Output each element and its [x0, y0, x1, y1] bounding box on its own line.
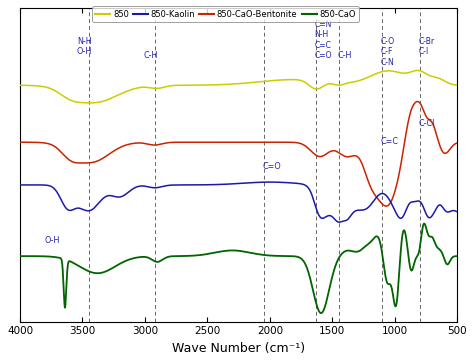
Text: C-O
C-F
C-N: C-O C-F C-N: [381, 37, 395, 67]
Legend: 850, 850-Kaolin, 850-CaO-Bentonite, 850-CaO: 850, 850-Kaolin, 850-CaO-Bentonite, 850-…: [92, 6, 359, 22]
X-axis label: Wave Number (cm⁻¹): Wave Number (cm⁻¹): [172, 342, 305, 355]
Text: C-Br
C-I: C-Br C-I: [418, 37, 434, 56]
Text: N-H
O-H: N-H O-H: [76, 37, 92, 56]
Text: C=C: C=C: [381, 136, 399, 146]
Text: C=O: C=O: [262, 162, 281, 171]
Text: C-H: C-H: [337, 51, 351, 60]
Text: C=N
N-H
C=C
C=O: C=N N-H C=C C=O: [315, 20, 332, 60]
Text: C-H: C-H: [143, 51, 157, 60]
Text: O-H: O-H: [45, 236, 60, 245]
Text: C-Cl: C-Cl: [418, 119, 435, 129]
